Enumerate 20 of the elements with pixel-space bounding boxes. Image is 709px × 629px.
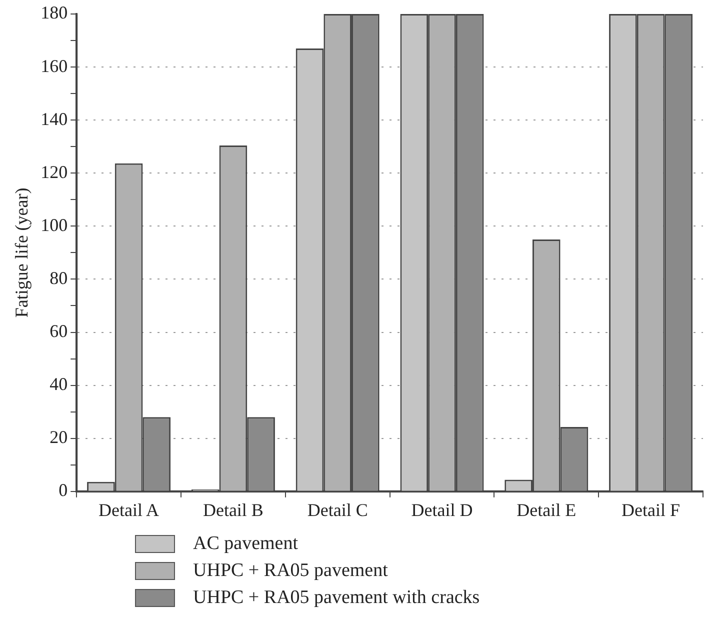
y-tick-label: 40 [50, 374, 68, 394]
x-tick-label: Detail B [202, 500, 264, 520]
x-tick-label: Detail E [516, 500, 576, 520]
y-tick-label: 140 [40, 108, 68, 129]
y-axis-title: Fatigue life (year) [12, 188, 32, 318]
legend-label: AC pavement [193, 532, 298, 554]
y-tick-label: 120 [40, 162, 68, 182]
y-tick-label: 160 [40, 56, 68, 76]
legend-label: UHPC + RA05 pavement [193, 560, 388, 582]
y-tick-label: 180 [40, 2, 68, 23]
y-tick-label: 0 [58, 480, 68, 500]
x-tick-label: Detail F [622, 500, 680, 520]
legend-label: UHPC + RA05 pavement with cracks [193, 586, 480, 608]
y-tick-label: 60 [50, 321, 68, 341]
x-tick-label: Detail D [411, 500, 473, 520]
y-tick-label: 20 [50, 427, 68, 448]
x-tick-label: Detail C [307, 500, 368, 520]
x-tick-label: Detail A [98, 500, 160, 520]
y-tick-label: 80 [50, 268, 68, 288]
y-tick-label: 100 [40, 214, 68, 235]
